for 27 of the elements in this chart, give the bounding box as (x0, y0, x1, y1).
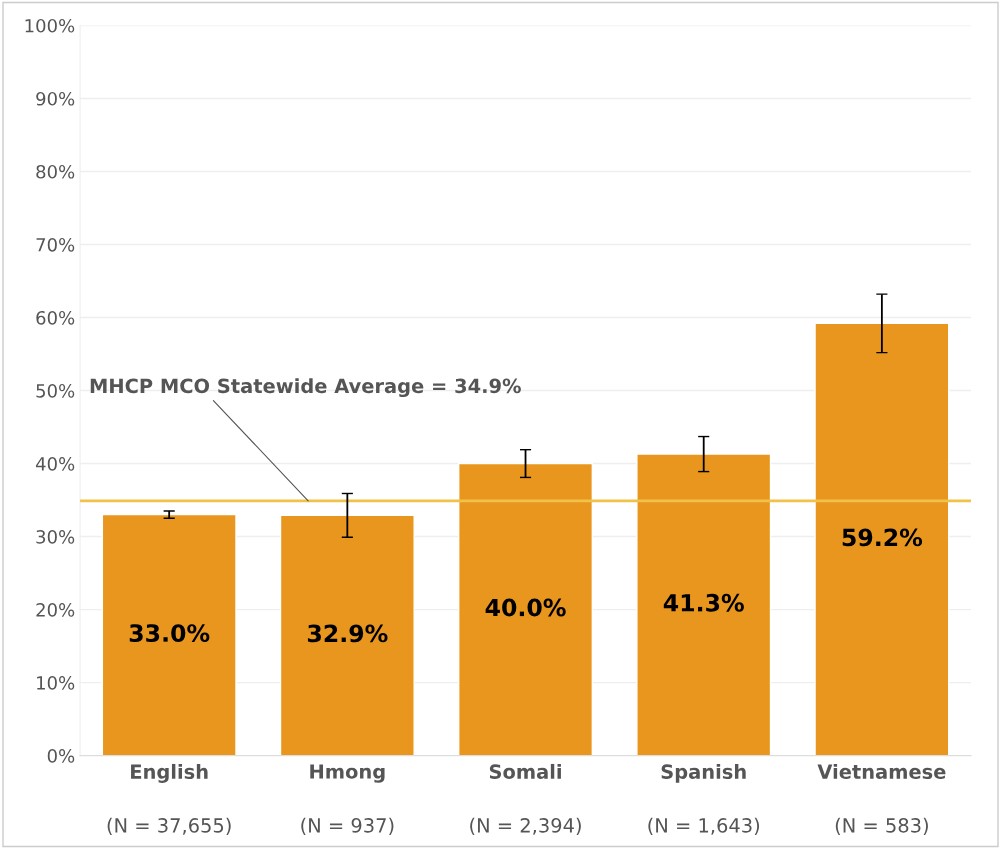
y-tick-label: 0% (47, 749, 75, 763)
ref-line-label: MHCP MCO Statewide Average = 34.9% (90, 378, 521, 398)
y-tick-label: 70% (36, 237, 75, 252)
category-label: Vietnamese (N = 583) (817, 763, 946, 836)
category-label: Somali (N = 2,394) (470, 763, 581, 836)
y-tick-label: 30% (36, 530, 75, 544)
bar (814, 322, 950, 756)
bar (636, 453, 772, 756)
y-tick-label: 40% (35, 457, 75, 471)
bar (101, 513, 237, 756)
y-tick-label: 20% (36, 603, 75, 617)
y-tick-label: 80% (36, 164, 75, 179)
data-label: 59.2% (842, 528, 923, 547)
y-tick-label: 10% (37, 676, 75, 690)
data-label: 40.0% (485, 598, 566, 617)
y-tick-label: 50% (36, 384, 75, 398)
data-label: 41.3% (663, 593, 744, 612)
category-label: Hmong (N = 937) (301, 764, 394, 836)
bar (279, 514, 415, 756)
data-label: 32.9% (307, 624, 388, 643)
y-tick-label: 60% (36, 310, 75, 325)
y-tick-label: 90% (36, 91, 75, 106)
category-label: English (N = 37,655) (107, 763, 231, 836)
y-tick-label: 100% (25, 18, 75, 33)
category-label: Spanish (N = 1,643) (648, 763, 760, 836)
data-label: 33.0% (129, 624, 210, 642)
bar (458, 462, 594, 756)
